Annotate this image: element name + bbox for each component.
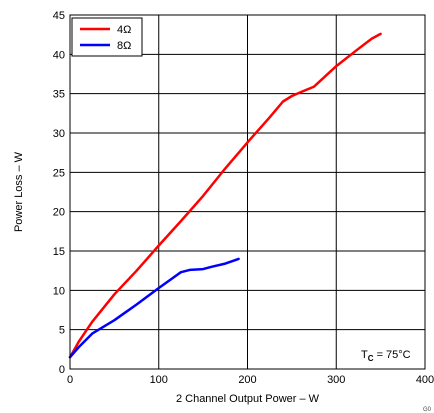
x-tick-100: 100 [150, 374, 168, 386]
y-tick-10: 10 [53, 285, 65, 297]
anno-subscript: C [368, 354, 374, 363]
grid-lines [70, 15, 425, 369]
y-tick-30: 30 [53, 128, 65, 140]
x-tick-200: 200 [238, 374, 256, 386]
case-temperature-annotation: TC = 75°C [356, 341, 423, 367]
x-tick-400: 400 [416, 374, 434, 386]
legend-label-8ohm: 8Ω [117, 40, 131, 52]
y-tick-20: 20 [53, 207, 65, 219]
anno-t: T [361, 349, 368, 361]
y-tick-40: 40 [53, 49, 65, 61]
y-axis-label: Power Loss – W [13, 151, 25, 232]
svg-text:TC = 75°C: TC = 75°C [361, 349, 411, 363]
series-line-8ohm [68, 257, 240, 359]
y-tick-25: 25 [53, 167, 65, 179]
legend: 4Ω 8Ω [71, 17, 143, 57]
legend-label-4ohm: 4Ω [117, 24, 131, 36]
y-tick-35: 35 [53, 89, 65, 101]
y-tick-45: 45 [53, 10, 65, 22]
y-tick-0: 0 [59, 364, 65, 376]
annotation-box [356, 341, 423, 367]
anno-suffix: = 75°C [374, 349, 411, 361]
legend-box [71, 17, 143, 57]
x-tick-300: 300 [327, 374, 345, 386]
figure-id: G0 [423, 407, 432, 413]
x-axis-label: 2 Channel Output Power – W [176, 393, 320, 405]
y-tick-15: 15 [53, 246, 65, 258]
series-line-4ohm [68, 32, 382, 359]
y-tick-5: 5 [59, 325, 65, 337]
series-layer [68, 32, 382, 359]
plot-frame [69, 14, 426, 370]
tick-labels: 0 100 200 300 400 0 5 10 15 20 25 30 35 40 45 [53, 10, 434, 386]
x-tick-0: 0 [67, 374, 73, 386]
